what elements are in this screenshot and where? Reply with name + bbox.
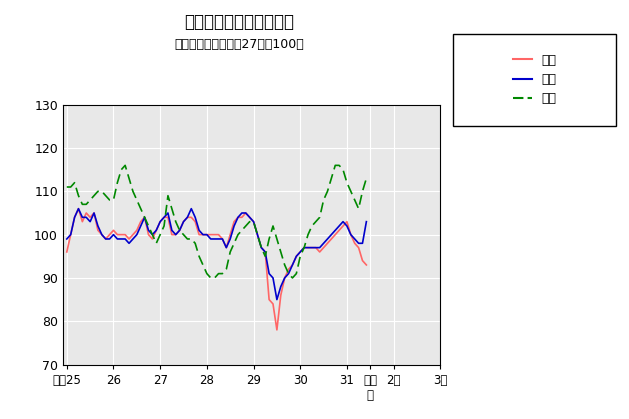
FancyBboxPatch shape: [453, 34, 616, 126]
Text: （季節調整済、平成27年＝100）: （季節調整済、平成27年＝100）: [174, 38, 304, 51]
Legend: 生産, 出荷, 在庫: 生産, 出荷, 在庫: [506, 48, 563, 111]
Text: 鳥取県鉱工業指数の推移: 鳥取県鉱工業指数の推移: [184, 13, 294, 31]
